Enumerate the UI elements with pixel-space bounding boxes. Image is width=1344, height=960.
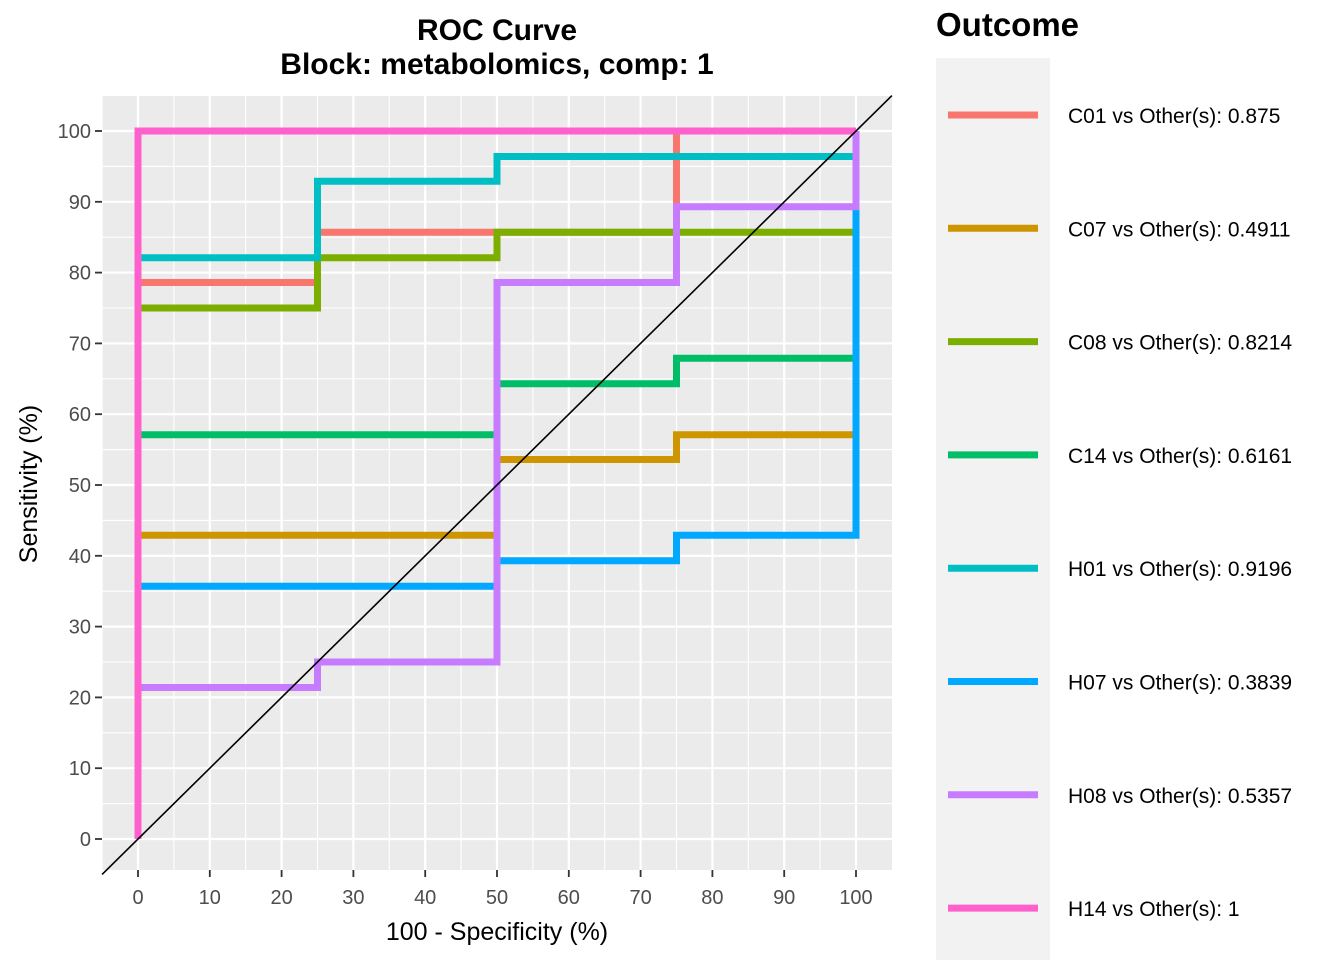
y-tick-label: 60 [69,404,91,426]
series-line-7 [134,131,860,839]
y-tick-label: 20 [69,687,91,709]
x-tick-label: 50 [486,887,508,909]
x-axis-title: 100 - Specificity (%) [386,918,608,946]
x-tick-label: 60 [558,887,580,909]
y-axis-title: Sensitivity (%) [15,405,43,563]
legend-label-5: H01 vs Other(s): 0.9196 [1068,558,1292,581]
y-tick-label: 0 [80,829,91,851]
legend: C01 vs Other(s): 0.875 C07 vs Other(s): 0… [948,105,1292,921]
x-tick-label: 80 [701,887,723,909]
y-tick-label: 40 [69,546,91,568]
series-line-8 [134,127,856,839]
legend-label-4: C14 vs Other(s): 0.6161 [1068,445,1292,468]
legend-label-1: C01 vs Other(s): 0.875 [1068,105,1280,128]
x-tick-label: 40 [414,887,436,909]
y-tick-label: 70 [69,333,91,355]
series-line-6 [134,206,860,839]
legend-label-2: C07 vs Other(s): 0.4911 [1068,218,1291,241]
legend-title: Outcome [936,6,1079,43]
series-lines [134,127,860,839]
x-tick-label: 0 [132,887,143,909]
y-tick-label: 10 [69,758,91,780]
y-tick-label: 90 [69,192,91,214]
y-tick-label: 100 [58,121,91,143]
x-tick-label: 20 [270,887,292,909]
y-tick-label: 50 [69,475,91,497]
chart-subtitle: Block: metabolomics, comp: 1 [280,48,713,81]
axes: 0 10 20 30 40 50 60 70 80 90 100 0 10 20 30 40 50 60 70 80 9… [58,121,873,909]
y-tick-label: 80 [69,263,91,285]
x-tick-label: 100 [839,887,872,909]
legend-label-6: H07 vs Other(s): 0.3839 [1068,672,1292,695]
y-tick-label: 30 [69,617,91,639]
x-tick-label: 90 [773,887,795,909]
x-tick-label: 30 [342,887,364,909]
x-tick-label: 10 [199,887,221,909]
diagonal-reference-line [101,95,893,875]
chart-title: ROC Curve [417,14,577,47]
x-tick-label: 70 [629,887,651,909]
legend-label-7: H08 vs Other(s): 0.5357 [1068,785,1292,808]
legend-label-8: H14 vs Other(s): 1 [1068,898,1240,921]
legend-key-background [936,58,1050,960]
legend-label-3: C08 vs Other(s): 0.8214 [1068,332,1292,355]
diagonal-reference [101,95,893,875]
